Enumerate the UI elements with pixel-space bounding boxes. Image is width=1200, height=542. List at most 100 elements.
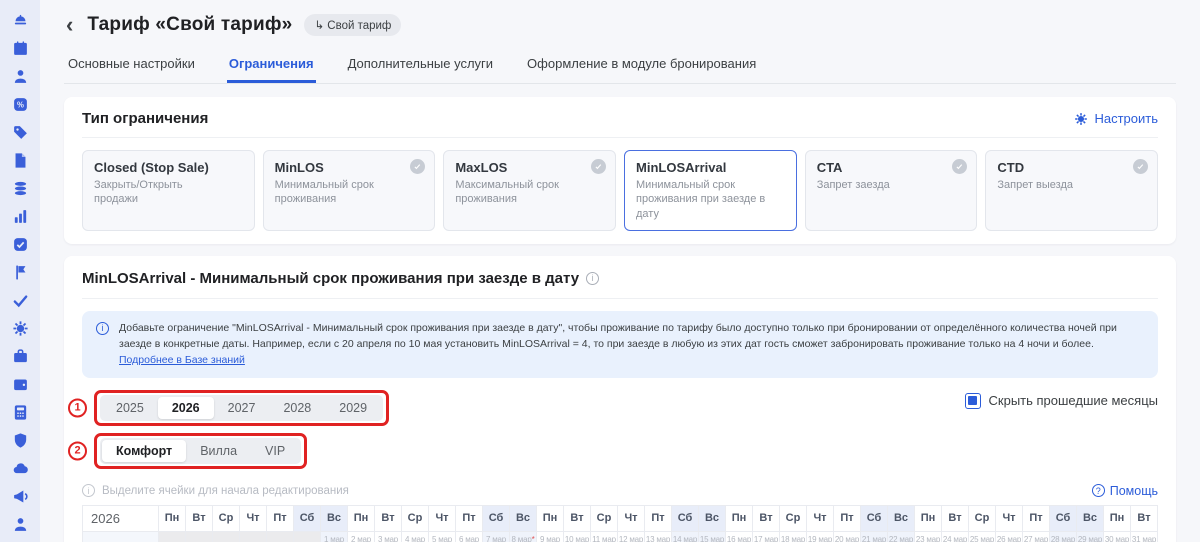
main-area: ‹ Тариф «Свой тариф» ↳ Свой тариф Основн… xyxy=(40,0,1200,542)
day-cell-7-мар[interactable]: 7 мар— xyxy=(482,530,510,542)
person-icon[interactable] xyxy=(12,516,29,533)
bell-icon[interactable] xyxy=(12,12,29,29)
card-name: CTA xyxy=(816,160,843,175)
document-icon[interactable] xyxy=(12,152,29,169)
card-name: CTD xyxy=(997,160,1025,175)
hide-past-months-checkbox[interactable]: Скрыть прошедшие месяцы xyxy=(964,392,1158,409)
shield-icon[interactable] xyxy=(12,432,29,449)
date-label: 14 мар xyxy=(672,534,698,542)
card-name: Closed (Stop Sale) xyxy=(94,160,209,175)
day-cell-12-мар[interactable]: 12 мар— xyxy=(617,530,645,542)
check-square-icon[interactable] xyxy=(12,236,29,253)
weekday-header: Вс xyxy=(1076,504,1104,532)
check-circle-icon xyxy=(591,159,607,174)
coins-icon[interactable] xyxy=(12,180,29,197)
configure-link[interactable]: Настроить xyxy=(1074,111,1158,126)
day-cell-23-мар[interactable]: 23 мар— xyxy=(914,530,942,542)
day-cell-5-мар[interactable]: 5 мар— xyxy=(428,530,456,542)
day-cell-30-мар[interactable]: 30 мар— xyxy=(1103,530,1131,542)
knowledge-base-link[interactable]: Подробнее в Базе знаний xyxy=(119,354,245,367)
nav-tab-3[interactable]: Дополнительные услуги xyxy=(347,56,494,71)
day-cell-16-мар[interactable]: 16 мар— xyxy=(725,530,753,542)
day-cell-9-мар[interactable]: 9 мар— xyxy=(536,530,564,542)
room-tab-вилла[interactable]: Вилла xyxy=(200,443,238,458)
day-cell-10-мар[interactable]: 10 мар— xyxy=(563,530,591,542)
info-icon: i xyxy=(82,484,95,498)
year-tab-2027[interactable]: 2027 xyxy=(227,400,256,415)
day-cell-21-мар[interactable]: 21 мар— xyxy=(860,530,888,542)
calendar-icon[interactable] xyxy=(12,40,29,57)
year-tab-2028[interactable]: 2028 xyxy=(283,400,312,415)
wallet-icon[interactable] xyxy=(12,376,29,393)
date-label: 20 мар xyxy=(834,534,860,542)
day-cell-22-мар[interactable]: 22 мар— xyxy=(887,530,915,542)
date-label: 3 мар xyxy=(377,534,399,542)
cloud-icon[interactable] xyxy=(12,460,29,477)
day-cell-15-мар[interactable]: 15 мар— xyxy=(698,530,726,542)
day-cell-26-мар[interactable]: 26 мар— xyxy=(995,530,1023,542)
day-cell-3-мар[interactable]: 3 мар— xyxy=(374,530,402,542)
annotation-box-2: Комфорт Вилла VIP xyxy=(94,432,308,469)
megaphone-icon[interactable] xyxy=(12,488,29,505)
year-tab-2029[interactable]: 2029 xyxy=(339,400,368,415)
weekday-header: Сб xyxy=(671,504,699,532)
flag-icon[interactable] xyxy=(12,264,29,281)
help-link[interactable]: ? Помощь xyxy=(1091,484,1158,498)
info-icon: i xyxy=(586,271,600,285)
card-name: MinLOS xyxy=(274,160,324,175)
date-label: 27 мар xyxy=(1023,534,1049,542)
tag-icon[interactable] xyxy=(12,124,29,141)
date-label: 1 мар xyxy=(323,534,345,542)
nav-tab-4[interactable]: Оформление в модуле бронирования xyxy=(527,56,757,71)
restriction-panel-title: Тип ограничения xyxy=(82,110,209,127)
restriction-card-cta[interactable]: CTA Запрет заезда xyxy=(804,150,978,231)
back-button[interactable]: ‹ xyxy=(66,12,74,37)
check-icon[interactable] xyxy=(12,292,29,309)
day-cell-28-мар[interactable]: 28 мар— xyxy=(1049,530,1077,542)
nav-tab-2[interactable]: Ограничения xyxy=(226,50,316,83)
day-cell-6-мар[interactable]: 6 мар— xyxy=(455,530,483,542)
restriction-card-maxlos[interactable]: MaxLOS Максимальный срок проживания xyxy=(443,150,617,231)
restriction-card-minlosarrival[interactable]: MinLOSArrival Минимальный срок проживания… xyxy=(624,150,797,231)
month-label: Март xyxy=(82,530,159,542)
year-tab-2026[interactable]: 2026 xyxy=(157,396,214,419)
day-cell-25-мар[interactable]: 25 мар— xyxy=(968,530,996,542)
nav-tab-1[interactable]: Основные настройки xyxy=(68,56,195,71)
percent-icon[interactable]: % xyxy=(12,96,29,113)
room-tab-vip[interactable]: VIP xyxy=(265,443,286,458)
calendar-year-cell: 2026 xyxy=(82,504,159,532)
date-label: 12 мар xyxy=(618,534,644,542)
day-cell-20-мар[interactable]: 20 мар— xyxy=(833,530,861,542)
user-icon[interactable] xyxy=(12,68,29,85)
briefcase-icon[interactable] xyxy=(12,348,29,365)
weekday-header: Пт xyxy=(1022,504,1050,532)
day-cell-1-мар[interactable]: 1 мар— xyxy=(320,530,348,542)
day-cell-19-мар[interactable]: 19 мар— xyxy=(806,530,834,542)
blank-cell xyxy=(266,530,294,542)
restriction-card-ctd[interactable]: CTD Запрет выезда xyxy=(985,150,1159,231)
restriction-card-closed-stop-sale-[interactable]: Closed (Stop Sale) Закрыть/Открыть продаж… xyxy=(82,150,255,231)
day-cell-27-мар[interactable]: 27 мар— xyxy=(1022,530,1050,542)
gear-icon[interactable] xyxy=(12,320,29,337)
day-cell-31-мар[interactable]: 31 мар— xyxy=(1130,530,1158,542)
day-cell-18-мар[interactable]: 18 мар— xyxy=(779,530,807,542)
date-label: 7 мар xyxy=(485,534,507,542)
day-cell-11-мар[interactable]: 11 мар— xyxy=(590,530,618,542)
day-cell-2-мар[interactable]: 2 мар— xyxy=(347,530,375,542)
weekday-header: Чт xyxy=(239,504,267,532)
calculator-icon[interactable] xyxy=(12,404,29,421)
date-label: 30 мар xyxy=(1104,534,1130,542)
day-cell-29-мар[interactable]: 29 мар— xyxy=(1076,530,1104,542)
bar-chart-icon[interactable] xyxy=(12,208,29,225)
room-tab-комфорт[interactable]: Комфорт xyxy=(102,439,187,462)
day-cell-17-мар[interactable]: 17 мар— xyxy=(752,530,780,542)
day-cell-24-мар[interactable]: 24 мар— xyxy=(941,530,969,542)
annotation-wrap-1: 1 2025 2026 2027 2028 2029 xyxy=(68,389,390,426)
card-description: Максимальный срок проживания xyxy=(455,179,559,206)
restriction-card-minlos[interactable]: MinLOS Минимальный срок проживания xyxy=(262,150,436,231)
day-cell-4-мар[interactable]: 4 мар— xyxy=(401,530,429,542)
day-cell-13-мар[interactable]: 13 мар— xyxy=(644,530,672,542)
year-tab-2025[interactable]: 2025 xyxy=(116,400,144,415)
day-cell-14-мар[interactable]: 14 мар— xyxy=(671,530,699,542)
day-cell-8-мар[interactable]: 8 мар*— xyxy=(509,530,537,542)
